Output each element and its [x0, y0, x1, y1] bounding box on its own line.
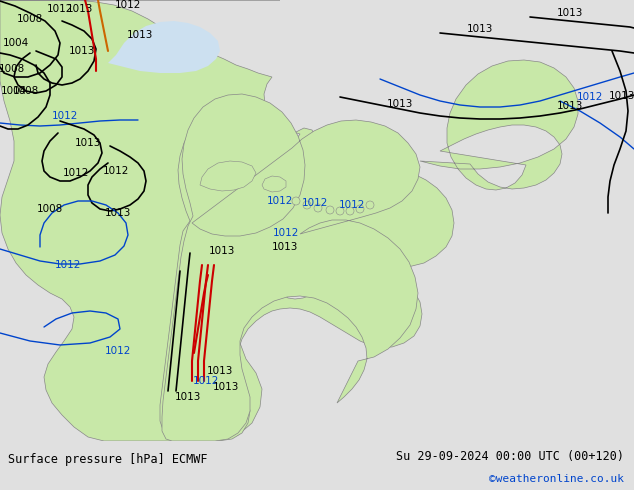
Text: 1012: 1012	[63, 168, 89, 178]
Polygon shape	[420, 60, 578, 190]
Text: 1013: 1013	[557, 101, 583, 111]
Text: 1008: 1008	[13, 86, 39, 96]
Text: 1008: 1008	[37, 204, 63, 214]
Circle shape	[356, 205, 364, 213]
Circle shape	[326, 206, 334, 214]
Text: 1012: 1012	[105, 346, 131, 356]
Text: Surface pressure [hPa] ECMWF: Surface pressure [hPa] ECMWF	[8, 453, 207, 466]
Text: 1012: 1012	[103, 166, 129, 176]
Polygon shape	[162, 94, 420, 441]
Polygon shape	[160, 106, 454, 441]
Text: 1013: 1013	[105, 208, 131, 218]
Text: 1012: 1012	[47, 4, 73, 14]
Text: 1013: 1013	[609, 91, 634, 101]
Text: 1012: 1012	[273, 228, 299, 238]
Text: 1012: 1012	[339, 200, 365, 210]
Text: 1013: 1013	[175, 392, 201, 402]
Text: ©weatheronline.co.uk: ©weatheronline.co.uk	[489, 474, 624, 484]
Text: 1004: 1004	[1, 86, 27, 96]
Text: 1012: 1012	[52, 111, 78, 121]
Circle shape	[314, 204, 322, 212]
Circle shape	[292, 197, 300, 205]
Polygon shape	[100, 21, 220, 73]
Text: 1013: 1013	[67, 4, 93, 14]
Text: 1012: 1012	[115, 0, 141, 10]
Text: 1008: 1008	[0, 64, 25, 74]
Text: 1012: 1012	[55, 260, 81, 270]
Text: 1004: 1004	[3, 38, 29, 48]
Text: 1013: 1013	[213, 382, 239, 392]
Text: 1013: 1013	[272, 242, 298, 252]
Circle shape	[336, 207, 344, 215]
Polygon shape	[200, 161, 256, 191]
Text: 1013: 1013	[207, 366, 233, 376]
Text: 1013: 1013	[69, 46, 95, 56]
Circle shape	[346, 207, 354, 215]
Text: 1012: 1012	[302, 198, 328, 208]
Text: 1013: 1013	[387, 99, 413, 109]
Text: Su 29-09-2024 00:00 UTC (00+120): Su 29-09-2024 00:00 UTC (00+120)	[396, 450, 624, 463]
Polygon shape	[262, 176, 286, 192]
Text: 1013: 1013	[467, 24, 493, 34]
Circle shape	[303, 201, 311, 209]
Text: 1012: 1012	[193, 376, 219, 386]
Text: 1013: 1013	[127, 30, 153, 40]
Text: 1012: 1012	[267, 196, 293, 206]
Circle shape	[366, 201, 374, 209]
Text: 1013: 1013	[557, 8, 583, 18]
Text: 1013: 1013	[209, 246, 235, 256]
Polygon shape	[0, 0, 316, 441]
Text: 1013: 1013	[75, 138, 101, 148]
Text: 1012: 1012	[577, 92, 603, 102]
Text: 1008: 1008	[17, 14, 43, 24]
